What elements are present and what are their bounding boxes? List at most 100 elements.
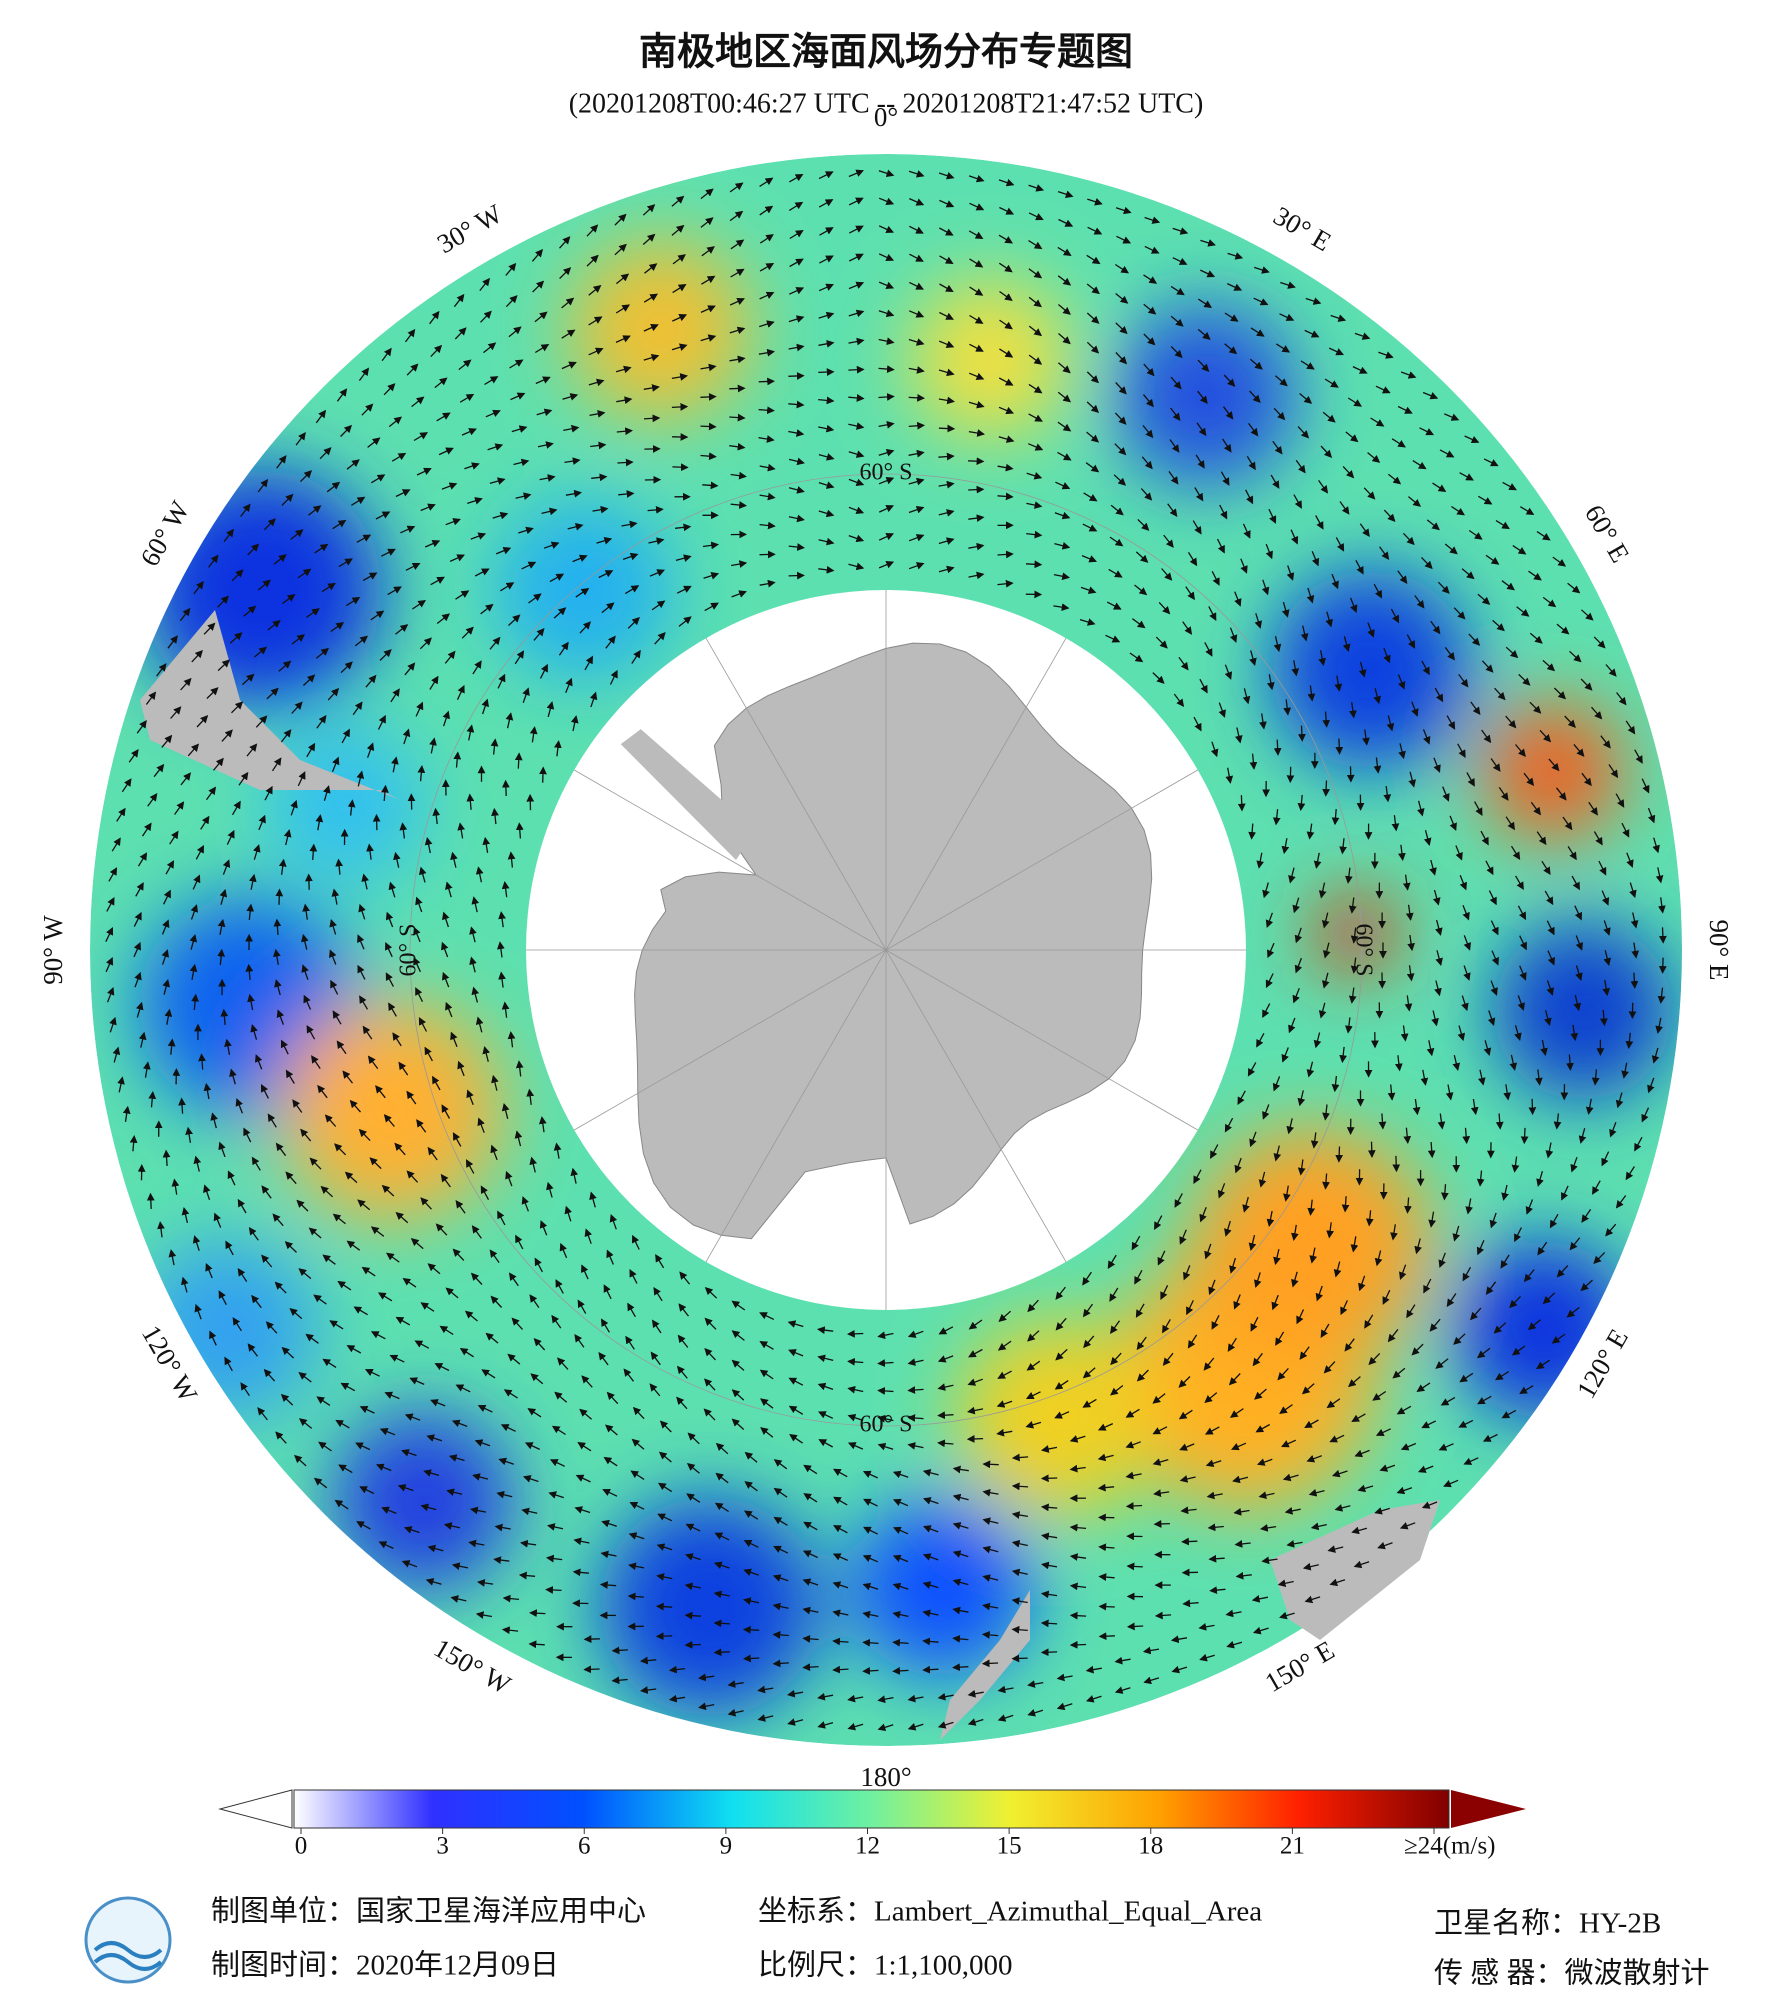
latitude-label: 60° S (860, 1412, 913, 1438)
wind-arrow (848, 534, 865, 543)
wind-arrow (803, 1493, 818, 1503)
wind-arrow (1630, 972, 1639, 989)
wind-arrow (441, 941, 449, 958)
wind-arrow (702, 481, 719, 490)
wind-arrow (1294, 957, 1303, 974)
wind-arrow (1110, 504, 1124, 516)
wind-arrow (497, 941, 505, 958)
wind-arrow (1431, 1010, 1439, 1027)
wind-arrow (1261, 579, 1270, 596)
wind-arrow (1161, 568, 1173, 581)
wind-arrow (1137, 518, 1150, 531)
wind-arrow (968, 457, 985, 466)
wind-arrow (475, 1016, 484, 1033)
wind-arrow (847, 1329, 864, 1338)
wind-arrow (968, 372, 985, 381)
wind-arrow (491, 1074, 499, 1091)
wind-arrow (878, 393, 895, 401)
wind-arrow (877, 1414, 894, 1423)
wind-arrow (1097, 1483, 1115, 1492)
wind-arrow (461, 626, 474, 639)
colorbar-tick-label: 18 (1138, 1833, 1163, 1860)
wind-arrow (1125, 1408, 1140, 1418)
wind-arrow (788, 372, 805, 380)
wind-arrow (908, 562, 925, 570)
wind-arrow (329, 949, 337, 965)
wind-arrow (704, 1287, 718, 1299)
wind-arrow (529, 1156, 537, 1173)
wind-arrow (1404, 1197, 1412, 1214)
wind-arrow (1256, 1032, 1265, 1048)
wind-arrow (700, 452, 717, 461)
wind-arrow (1335, 1146, 1344, 1163)
wind-arrow (490, 1144, 498, 1161)
wind-arrow (529, 1294, 540, 1308)
wind-arrow (1248, 1234, 1257, 1251)
wind-arrow (877, 1331, 894, 1340)
wind-arrow (1025, 560, 1043, 569)
wind-arrow (650, 1351, 661, 1366)
wind-arrow (1211, 571, 1220, 586)
wind-arrow (878, 365, 895, 373)
wind-arrow (1135, 1303, 1145, 1318)
wind-arrow (527, 1408, 542, 1418)
footer-scale: 比例尺：1:1,100,000 (758, 1949, 1013, 1982)
wind-arrow (1273, 1145, 1282, 1162)
land (140, 610, 1440, 1740)
wind-arrow (981, 1659, 999, 1668)
wind-arrow (1659, 927, 1667, 944)
wind-arrow (1320, 1323, 1330, 1339)
wind-arrow (1322, 1104, 1330, 1121)
wind-arrow (1247, 1062, 1257, 1077)
wind-arrow (1083, 492, 1098, 502)
wind-arrow (357, 964, 366, 980)
wind-arrow (1322, 711, 1331, 728)
footer-crs: 坐标系：Lambert_Azimuthal_Equal_Area (758, 1895, 1262, 1928)
wind-arrow (1286, 1118, 1295, 1135)
wind-arrow (617, 458, 634, 467)
wind-arrow (1079, 618, 1096, 626)
wind-arrow (618, 490, 635, 498)
wind-arrow (651, 1319, 662, 1334)
wind-arrow (1141, 456, 1153, 470)
wind-arrow (1262, 1003, 1271, 1019)
wind-arrow (907, 1414, 924, 1422)
longitude-label: 60° W (134, 496, 195, 572)
wind-arrow (1114, 412, 1127, 425)
wind-arrow (357, 934, 365, 950)
wind-arrow (450, 851, 458, 868)
wind-arrow (848, 394, 865, 402)
wind-arrow (439, 1325, 454, 1336)
wind-arrow (1253, 1272, 1262, 1288)
wind-arrow (1386, 715, 1395, 732)
wind-arrow (1217, 1183, 1226, 1199)
wind-arrow (598, 1351, 609, 1366)
wind-arrow (1152, 1426, 1168, 1435)
wind-arrow (1228, 1373, 1241, 1386)
colorbar-tick-label: ≥24(m/s) (1404, 1833, 1496, 1860)
wind-arrow (687, 1432, 700, 1445)
wind-arrow (541, 507, 558, 516)
wind-arrow (501, 881, 510, 898)
wind-arrow (1252, 1352, 1263, 1367)
wind-arrow (1162, 1319, 1171, 1334)
wind-arrow (1315, 1285, 1324, 1302)
wind-arrow (658, 1451, 672, 1463)
wind-arrow (832, 1665, 849, 1674)
wind-arrow (393, 851, 401, 868)
wind-arrow (817, 1382, 834, 1391)
wind-patch (1493, 921, 1674, 1102)
wind-arrow (514, 650, 525, 665)
wind-arrow (526, 1088, 535, 1105)
wind-arrow (893, 1526, 909, 1535)
wind-arrow (671, 403, 689, 411)
wind-arrow (654, 632, 666, 645)
wind-arrow (651, 600, 666, 611)
wind-arrow (893, 1498, 909, 1507)
wind-arrow (647, 505, 664, 514)
wind-arrow (1373, 757, 1382, 774)
wind-arrow (817, 1354, 834, 1363)
wind-arrow (1183, 1265, 1191, 1281)
wind-arrow (1169, 439, 1180, 453)
